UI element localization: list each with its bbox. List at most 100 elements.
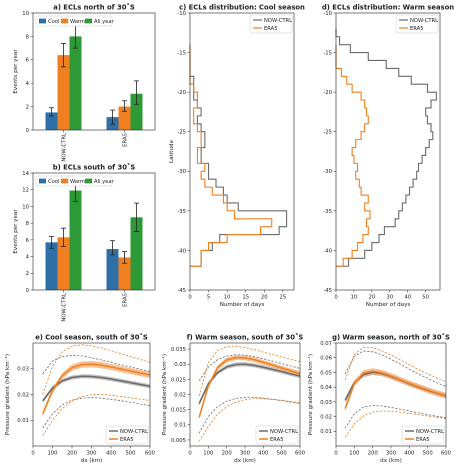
x-tick-label: 500: [277, 451, 288, 457]
y-tick-label: 12: [22, 188, 29, 194]
y-tick-label: -10: [177, 11, 186, 17]
line-chart-f: 0.005 0.01 0.015 0.02 0.025 0.03 0.035 0 100 200 3…: [171, 342, 306, 457]
y-tick-label: -30: [177, 169, 186, 175]
percentile-high-now-ctrl: [42, 354, 150, 375]
x-tick-label: 600: [295, 451, 306, 457]
legend-label: All year: [94, 179, 115, 185]
y-tick-label: 4: [26, 81, 30, 87]
y-tick-label: 2: [26, 105, 29, 111]
mean-line-era5: [42, 363, 150, 415]
x-tick-label: 500: [125, 451, 136, 457]
uncertainty-band-era5: [42, 361, 150, 417]
bar-all-year-era5: [130, 217, 143, 290]
bar-warm-era5: [118, 106, 131, 130]
y-tick-label: 8: [26, 34, 30, 40]
legend-label: Cool: [48, 19, 59, 25]
legend-label: All year: [94, 19, 115, 25]
y-tick-label: -15: [323, 50, 332, 56]
x-tick-label: 0: [188, 451, 192, 457]
legend-swatch: [85, 18, 92, 24]
legend-label: Warm: [70, 19, 85, 25]
y-tick-label: 0.03: [320, 400, 332, 406]
x-tick-label: NOW-CTRL: [62, 133, 68, 162]
y-tick-label: -20: [177, 90, 186, 96]
y-tick-label: 0.005: [171, 438, 186, 444]
y-tick-label: 0.015: [171, 408, 186, 414]
legend-swatch: [61, 18, 68, 24]
y-tick-label: 0: [26, 288, 30, 294]
x-tick-label: 400: [258, 451, 269, 457]
x-tick-label: 0: [188, 295, 192, 301]
x-axis-label: dx (km): [81, 458, 103, 464]
plot-frame: [32, 342, 151, 447]
plot-area: [198, 345, 300, 442]
y-tick-label: -40: [323, 248, 332, 254]
plot-frame: [32, 172, 156, 291]
x-tick-label: ERA5: [123, 133, 129, 147]
mean-line-era5: [344, 370, 446, 409]
mean-line-now-ctrl: [198, 363, 300, 404]
percentile-low-era5: [42, 394, 150, 436]
y-tick-label: -35: [323, 209, 332, 215]
legend-box: [35, 175, 113, 187]
x-tick-label: 600: [441, 451, 452, 457]
legend: NOW-CTRL ERA5: [249, 14, 293, 34]
y-tick-label: 10: [22, 204, 29, 210]
y-tick-label: 0.01: [320, 429, 332, 435]
y-tick-label: 6: [26, 238, 30, 244]
y-tick-label: 0.05: [320, 370, 332, 376]
x-axis-label: Number of days: [366, 302, 411, 308]
y-tick-label: 0.02: [320, 414, 332, 420]
percentile-low-now-ctrl: [344, 405, 446, 429]
x-tick-label: 500: [423, 451, 434, 457]
legend-swatch: [85, 178, 92, 184]
legend-label: ERA5: [410, 26, 424, 32]
y-tick-label: -15: [177, 50, 186, 56]
legend-label: ERA5: [270, 437, 284, 443]
histogram-line-era5: [335, 44, 371, 267]
legend-swatch: [39, 178, 46, 184]
y-tick-label: -20: [323, 90, 332, 96]
x-tick-label: 600: [145, 451, 156, 457]
line-chart-g: 0.01 0.02 0.03 0.04 0.05 0.06 0.07 0 100 200 300 40…: [320, 341, 451, 457]
legend: NOW-CTRL ERA5: [255, 425, 299, 445]
x-tick-label: ERA5: [123, 293, 129, 307]
y-tick-label: 6: [26, 58, 30, 64]
x-tick-label: 15: [242, 295, 249, 301]
x-tick-label: 100: [203, 451, 214, 457]
percentile-low-era5: [344, 410, 446, 438]
histogram-line-now-ctrl: [189, 44, 288, 267]
x-tick-label: NOW-CTRL: [62, 293, 68, 322]
y-tick-label: 8: [26, 221, 30, 227]
y-tick-label: 0.07: [320, 341, 332, 347]
legend-label: ERA5: [416, 437, 430, 443]
y-tick-label: 0.01: [17, 418, 29, 424]
bar-all-year-now-ctrl: [69, 190, 82, 290]
y-tick-label: 0.02: [174, 392, 186, 398]
legend-label: Warm: [70, 179, 85, 185]
y-tick-label: -40: [177, 248, 186, 254]
x-tick-label: 400: [106, 451, 117, 457]
bar-warm-now-ctrl: [57, 237, 70, 290]
panel-title: e) Cool season, south of 30˚S: [35, 334, 148, 342]
legend-label: Cool: [48, 179, 59, 185]
legend-swatch: [61, 178, 68, 184]
x-tick-label: 200: [368, 451, 379, 457]
x-tick-label: 200: [222, 451, 233, 457]
bar-warm-era5: [118, 257, 131, 290]
legend-label: ERA5: [120, 437, 134, 443]
x-tick-label: 30: [386, 295, 393, 301]
y-tick-label: 0.04: [320, 385, 332, 391]
legend-label: NOW-CTRL: [264, 18, 292, 24]
legend: NOW-CTRL ERA5: [105, 425, 149, 445]
mean-line-era5: [198, 356, 300, 418]
x-tick-label: 400: [404, 451, 415, 457]
y-tick-label: -45: [177, 288, 186, 294]
legend: NOW-CTRL ERA5: [401, 425, 445, 445]
plot-frame: [32, 12, 156, 131]
x-tick-label: 200: [67, 451, 78, 457]
line-chart-e: 0.01 0.02 0.03 0 100 200 300 400 500 600 NOW-CTRL E…: [17, 342, 156, 457]
panel-title: a) ECLs north of 30˚S: [53, 4, 135, 12]
y-tick-label: 0.02: [17, 392, 29, 398]
